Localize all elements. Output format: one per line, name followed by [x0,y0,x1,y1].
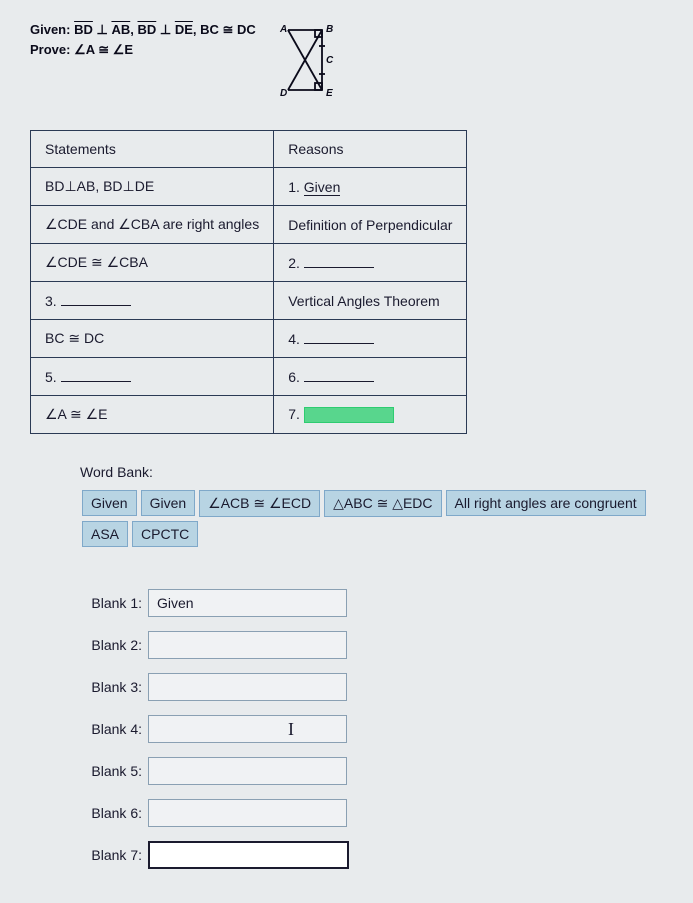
label-c: C [326,55,334,66]
statement-cell: BD⊥AB, BD⊥DE [31,168,274,206]
blank-input[interactable] [148,631,347,659]
word-bank-item[interactable]: Given [82,490,137,516]
blank-row: Blank 6: [80,799,663,827]
triangle-diagram: A B C D E [276,20,346,102]
label-e: E [326,88,333,99]
seg-bd2: BD [137,20,156,40]
blank-line [61,292,131,306]
reason-cell: 2. [274,244,467,282]
label-a: A [279,24,287,35]
bc-cong-dc: BC ≅ DC [200,22,256,37]
word-bank-item[interactable]: △ABC ≅ △EDC [324,490,441,517]
blank-label: Blank 7: [80,847,148,863]
word-bank-item[interactable]: Given [141,490,196,516]
label-b: B [326,24,333,35]
blank-line [61,368,131,382]
blank-input[interactable] [148,841,349,869]
blank-row: Blank 7: [80,841,663,869]
blank-label: Blank 5: [80,763,148,779]
reason-cell: 7. [274,396,467,434]
blank-input[interactable] [148,757,347,785]
text-cursor-icon: I [288,719,294,740]
blank-row: Blank 5: [80,757,663,785]
blank-label: Blank 2: [80,637,148,653]
given-label: Given: [30,22,70,37]
reason-cell: 1. Given [274,168,467,206]
blank-row: Blank 2: [80,631,663,659]
given-prove-text: Given: BD ⊥ AB, BD ⊥ DE, BC ≅ DC Prove: … [30,20,256,59]
seg-de: DE [175,20,193,40]
blank-label: Blank 1: [80,595,148,611]
statement-cell: 5. [31,358,274,396]
blank-label: Blank 3: [80,679,148,695]
word-bank-item[interactable]: ASA [82,521,128,547]
col-statements: Statements [31,131,274,168]
seg-bd: BD [74,20,93,40]
blank-row: Blank 1: [80,589,663,617]
blank-input[interactable] [148,589,347,617]
table-header-row: Statements Reasons [31,131,467,168]
reason-cell: Definition of Perpendicular [274,206,467,244]
table-row: BD⊥AB, BD⊥DE1. Given [31,168,467,206]
blank-input[interactable] [148,673,347,701]
reason-cell: 4. [274,320,467,358]
reason-cell: Vertical Angles Theorem [274,282,467,320]
blank-row: Blank 3: [80,673,663,701]
highlighted-answer [304,407,394,423]
blank-line [304,330,374,344]
seg-ab: AB [111,20,130,40]
word-bank: GivenGiven∠ACB ≅ ∠ECD△ABC ≅ △EDCAll righ… [80,488,663,549]
blank-label: Blank 4: [80,721,148,737]
problem-header: Given: BD ⊥ AB, BD ⊥ DE, BC ≅ DC Prove: … [30,20,663,102]
word-bank-item[interactable]: ∠ACB ≅ ∠ECD [199,490,320,517]
statement-cell: BC ≅ DC [31,320,274,358]
blank-input[interactable] [148,715,347,743]
reason-cell: 6. [274,358,467,396]
col-reasons: Reasons [274,131,467,168]
blank-row: Blank 4: I [80,715,663,743]
proof-table: Statements Reasons BD⊥AB, BD⊥DE1. Given∠… [30,130,467,434]
blank-line [304,368,374,382]
table-row: ∠CDE ≅ ∠CBA2. [31,244,467,282]
blank-label: Blank 6: [80,805,148,821]
statement-cell: ∠A ≅ ∠E [31,396,274,434]
table-row: BC ≅ DC4. [31,320,467,358]
table-row: ∠CDE and ∠CBA are right anglesDefinition… [31,206,467,244]
blank-input[interactable] [148,799,347,827]
word-bank-item[interactable]: All right angles are congruent [446,490,646,516]
prove-text: ∠A ≅ ∠E [74,42,133,57]
statement-cell: 3. [31,282,274,320]
answer-blanks: Blank 1: Blank 2: Blank 3: Blank 4: I Blank 5… [80,589,663,869]
table-row: ∠A ≅ ∠E7. [31,396,467,434]
word-bank-item[interactable]: CPCTC [132,521,198,547]
prove-label: Prove: [30,42,70,57]
table-row: 3. Vertical Angles Theorem [31,282,467,320]
label-d: D [280,88,287,99]
table-row: 5. 6. [31,358,467,396]
statement-cell: ∠CDE and ∠CBA are right angles [31,206,274,244]
blank-line [304,254,374,268]
statement-cell: ∠CDE ≅ ∠CBA [31,244,274,282]
word-bank-label: Word Bank: [80,464,663,480]
